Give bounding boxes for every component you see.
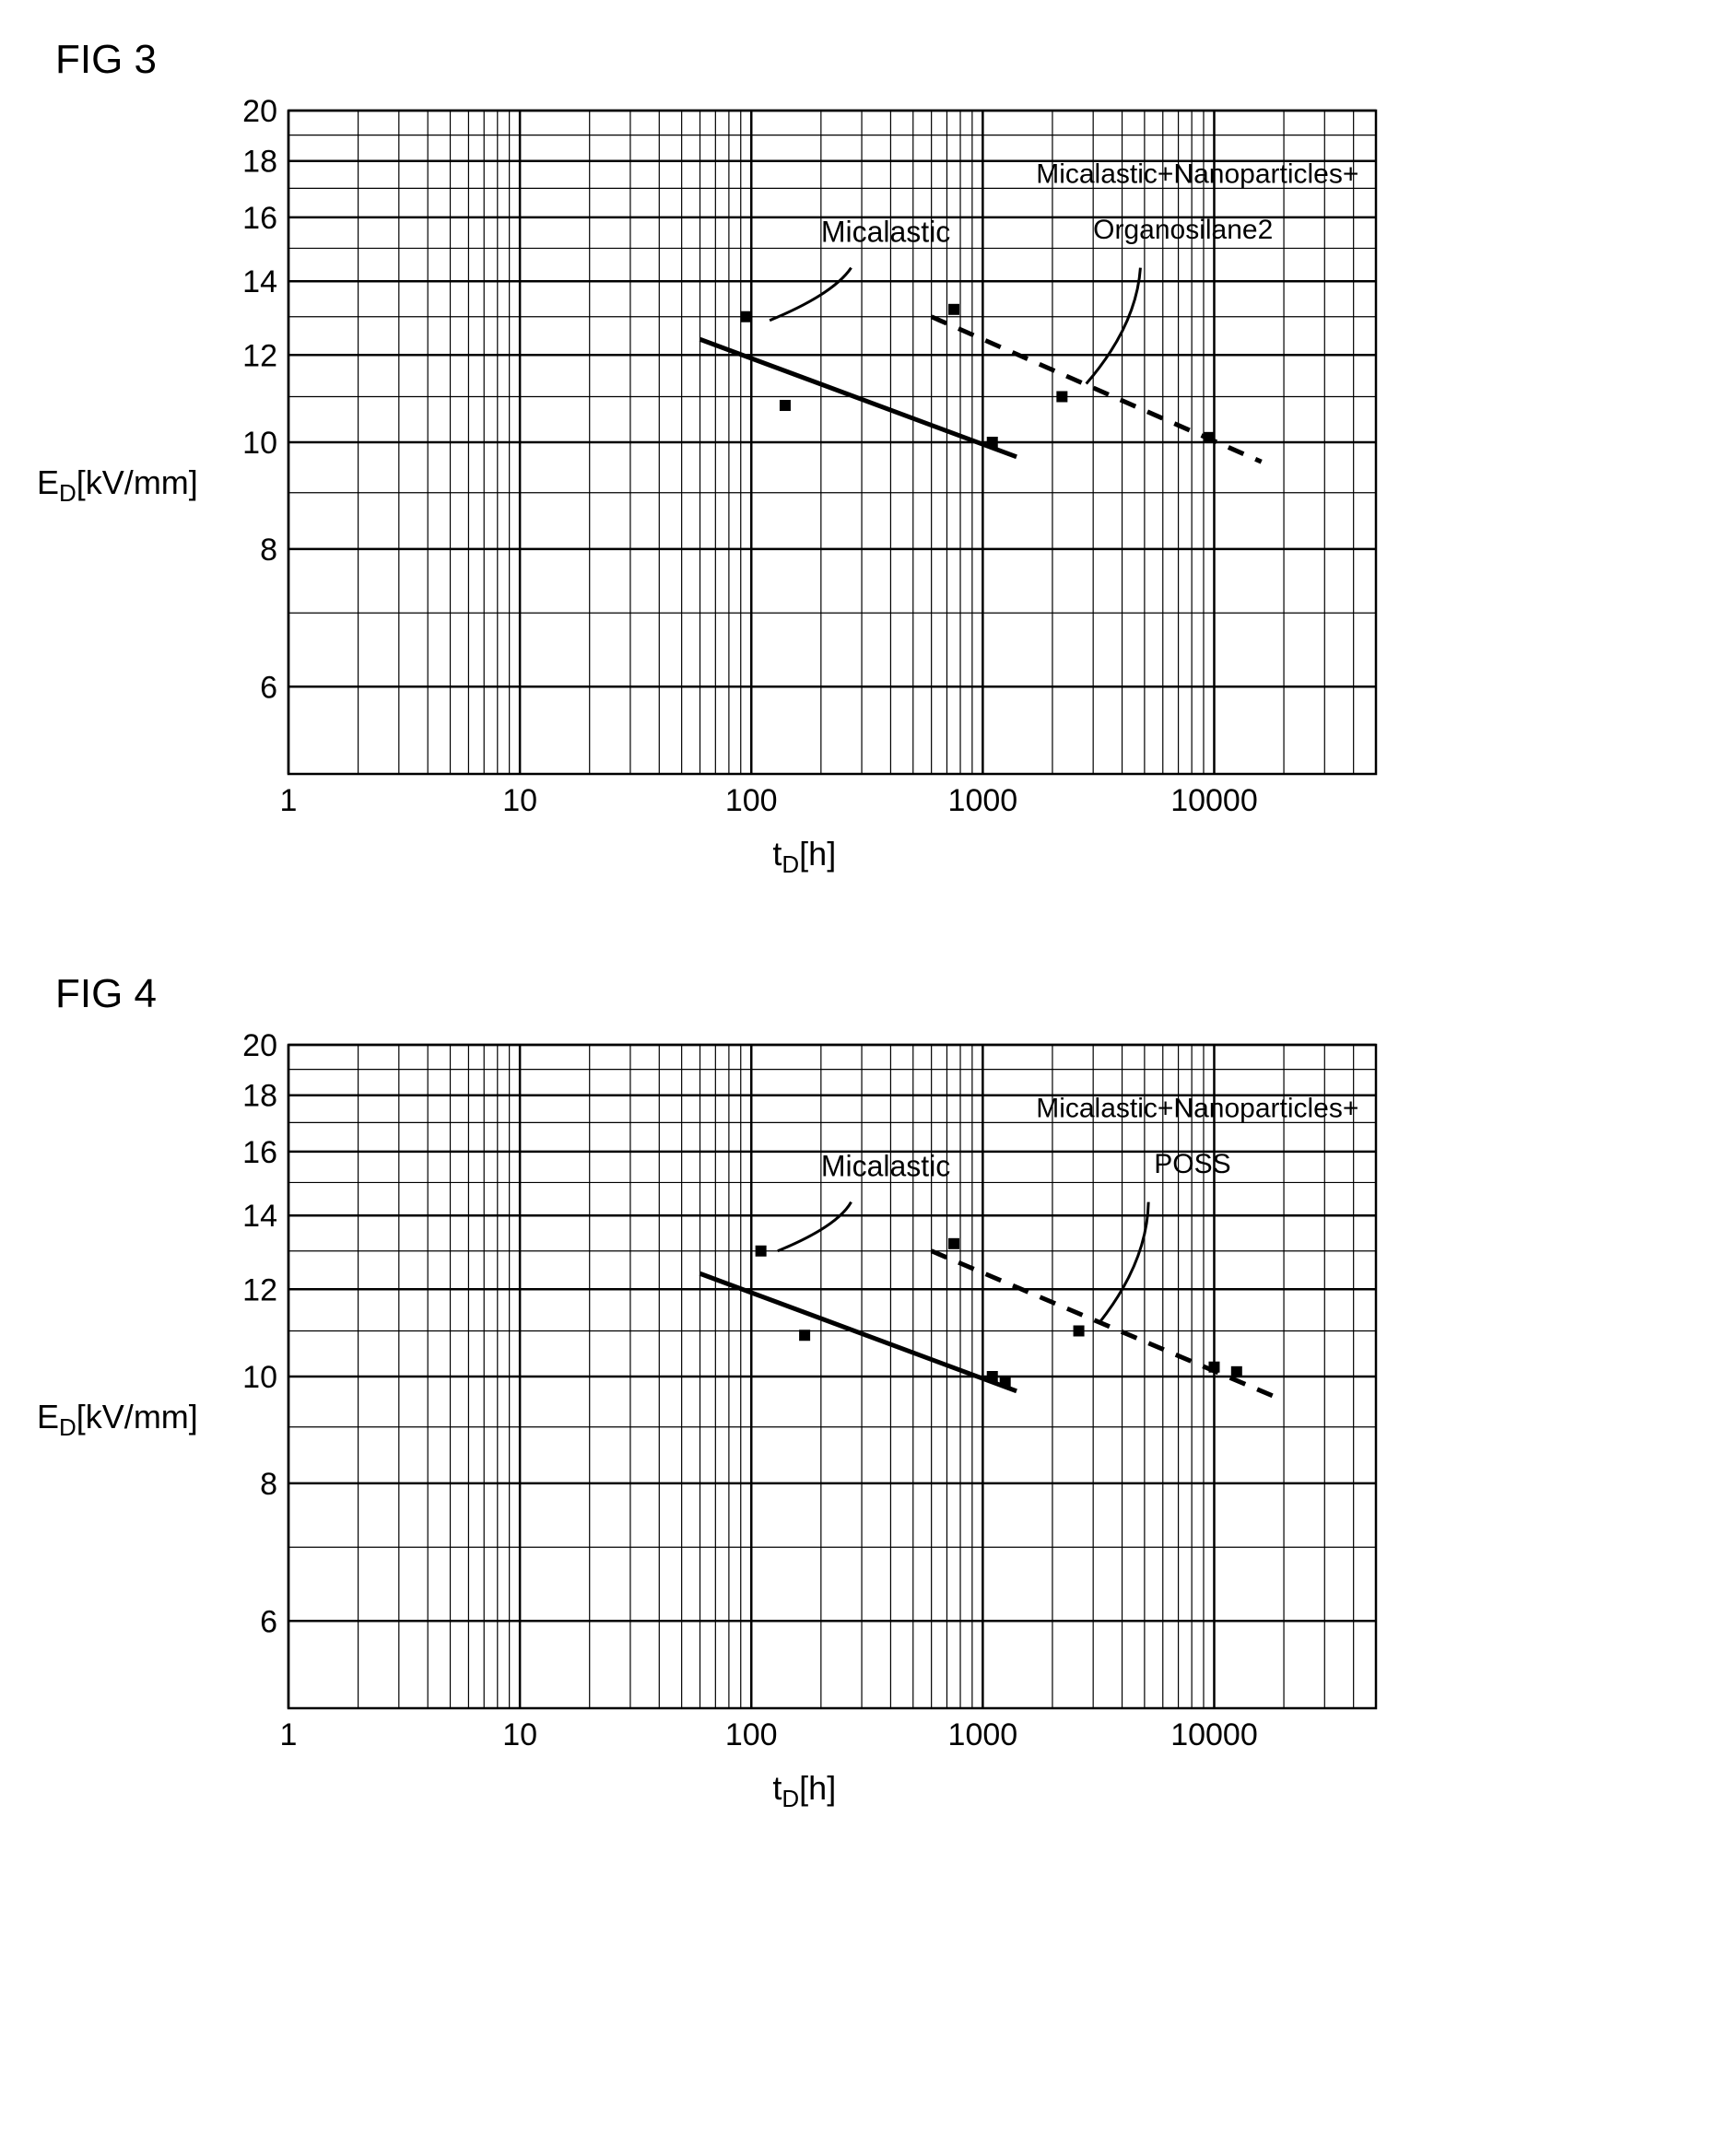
chart-svg: 1 10 100 1000 10000 6 8 10 12 14 16 18 20 Micalastic M… bbox=[206, 1026, 1404, 1763]
svg-text:14: 14 bbox=[242, 1199, 277, 1234]
page-root: FIG 3ED[kV/mm]11010010001000068101214161… bbox=[37, 37, 1691, 1813]
data-point bbox=[1204, 432, 1215, 443]
svg-text:1000: 1000 bbox=[947, 1717, 1017, 1752]
figure-title: FIG 3 bbox=[55, 37, 1691, 83]
svg-text:6: 6 bbox=[260, 670, 277, 705]
data-point bbox=[948, 1238, 959, 1249]
svg-text:10: 10 bbox=[242, 426, 277, 461]
data-point bbox=[987, 1371, 998, 1382]
svg-text:10000: 10000 bbox=[1170, 1717, 1258, 1752]
svg-text:8: 8 bbox=[260, 1467, 277, 1502]
y-axis-label: ED[kV/mm] bbox=[37, 1398, 198, 1442]
data-point bbox=[740, 311, 751, 322]
svg-text:10: 10 bbox=[242, 1360, 277, 1395]
series-label: Micalastic+Nanoparticles+ bbox=[1036, 1094, 1358, 1124]
chart-svg: 1 10 100 1000 10000 6 8 10 12 14 16 18 20 Micalastic M… bbox=[206, 92, 1404, 829]
data-point bbox=[999, 1376, 1010, 1387]
svg-text:8: 8 bbox=[260, 533, 277, 568]
svg-text:12: 12 bbox=[242, 1272, 277, 1307]
chart-wrap: ED[kV/mm] 1 10 100 1000 10000 6 8 10 12 14 16 18 20 Mi… bbox=[37, 1026, 1691, 1813]
svg-text:10: 10 bbox=[502, 1717, 537, 1752]
svg-text:1000: 1000 bbox=[947, 783, 1017, 818]
data-point bbox=[799, 1330, 810, 1341]
series-label: Organosilane2 bbox=[1093, 215, 1273, 245]
svg-text:18: 18 bbox=[242, 1079, 277, 1114]
chart-column: 1 10 100 1000 10000 6 8 10 12 14 16 18 20 Micalastic M… bbox=[206, 92, 1404, 879]
svg-text:20: 20 bbox=[242, 1028, 277, 1063]
data-point bbox=[755, 1246, 766, 1257]
svg-text:100: 100 bbox=[725, 783, 778, 818]
svg-text:16: 16 bbox=[242, 201, 277, 236]
y-axis-label: ED[kV/mm] bbox=[37, 463, 198, 508]
svg-text:6: 6 bbox=[260, 1604, 277, 1639]
data-point bbox=[948, 304, 959, 315]
x-axis-label: tD[h] bbox=[206, 1769, 1404, 1813]
data-point bbox=[1073, 1326, 1084, 1337]
svg-text:16: 16 bbox=[242, 1135, 277, 1170]
svg-text:100: 100 bbox=[725, 1717, 778, 1752]
series-label: Micalastic+Nanoparticles+ bbox=[1036, 158, 1358, 189]
figure-block: FIG 4ED[kV/mm]11010010001000068101214161… bbox=[37, 971, 1691, 1813]
series-label: POSS bbox=[1154, 1149, 1230, 1179]
svg-text:1: 1 bbox=[279, 783, 297, 818]
x-axis-label: tD[h] bbox=[206, 835, 1404, 879]
data-point bbox=[1056, 391, 1067, 402]
svg-text:14: 14 bbox=[242, 264, 277, 299]
series-label: Micalastic bbox=[821, 1150, 950, 1183]
svg-text:12: 12 bbox=[242, 338, 277, 373]
data-point bbox=[780, 400, 791, 411]
chart-wrap: ED[kV/mm] 1 10 100 1000 10000 6 8 10 12 14 16 18 20 Mi… bbox=[37, 92, 1691, 879]
figure-title: FIG 4 bbox=[55, 971, 1691, 1017]
data-point bbox=[1231, 1366, 1242, 1377]
svg-text:1: 1 bbox=[279, 1717, 297, 1752]
svg-text:10000: 10000 bbox=[1170, 783, 1258, 818]
figure-block: FIG 3ED[kV/mm]11010010001000068101214161… bbox=[37, 37, 1691, 879]
data-point bbox=[1208, 1362, 1219, 1373]
svg-text:18: 18 bbox=[242, 145, 277, 180]
chart-column: 1 10 100 1000 10000 6 8 10 12 14 16 18 20 Micalastic M… bbox=[206, 1026, 1404, 1813]
svg-text:20: 20 bbox=[242, 94, 277, 129]
data-point bbox=[987, 437, 998, 448]
svg-text:10: 10 bbox=[502, 783, 537, 818]
series-label: Micalastic bbox=[821, 216, 950, 249]
